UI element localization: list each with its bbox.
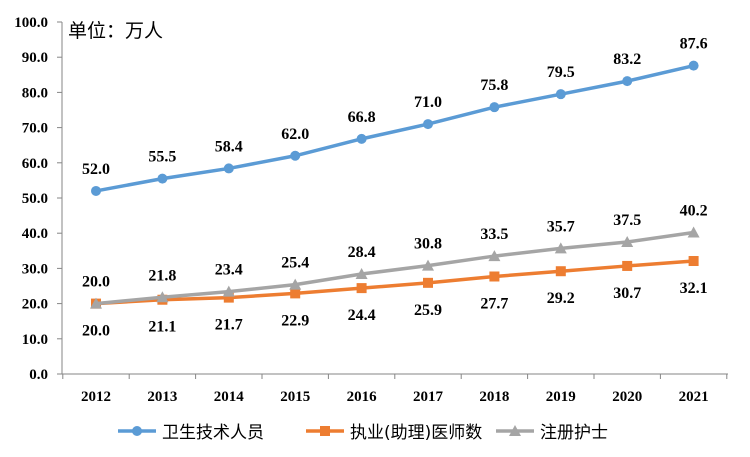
unit-note: 单位：万人 bbox=[68, 20, 163, 42]
point-marker bbox=[157, 173, 168, 184]
legend-item-0: 卫生技术人员 bbox=[118, 423, 264, 443]
data-label: 20.0 bbox=[82, 274, 110, 291]
data-label: 58.4 bbox=[215, 138, 243, 155]
point-marker bbox=[489, 271, 500, 282]
y-tick-label: 30.0 bbox=[22, 261, 48, 277]
series-line bbox=[95, 63, 694, 193]
point-marker bbox=[290, 288, 301, 299]
point-marker bbox=[687, 226, 700, 238]
point-marker bbox=[289, 278, 302, 290]
series-0: 52.0 55.5 58.4 62.0 66.8 71.0 75.8 79.5 83.2 87.6 bbox=[82, 36, 708, 196]
data-label: 35.7 bbox=[547, 218, 575, 235]
y-tick-label: 80.0 bbox=[22, 85, 48, 101]
data-label: 22.9 bbox=[281, 312, 309, 329]
point-marker bbox=[132, 426, 142, 436]
data-label: 75.8 bbox=[480, 77, 508, 94]
data-label: 30.8 bbox=[414, 236, 442, 253]
point-marker bbox=[223, 292, 234, 303]
x-tick-label: 2013 bbox=[147, 389, 177, 405]
point-marker bbox=[423, 119, 433, 130]
data-label: 24.4 bbox=[348, 307, 376, 324]
data-label: 28.4 bbox=[348, 244, 376, 261]
y-tick-label: 10.0 bbox=[22, 332, 48, 348]
point-marker bbox=[622, 76, 633, 87]
point-marker bbox=[555, 266, 566, 277]
series-1: 20.0 21.1 21.7 22.9 24.4 25.9 27.7 29.2 30.7 32.1 bbox=[82, 256, 708, 340]
x-tick-label: 2016 bbox=[347, 389, 378, 405]
y-tick-label: 0.0 bbox=[29, 367, 48, 383]
x-tick-label: 2021 bbox=[679, 389, 709, 405]
point-marker bbox=[509, 425, 521, 436]
point-marker bbox=[622, 260, 633, 271]
data-label: 33.5 bbox=[480, 226, 508, 243]
x-tick-label: 2015 bbox=[280, 389, 310, 405]
x-tick-label: 2014 bbox=[214, 389, 245, 405]
data-label: 25.9 bbox=[414, 302, 442, 319]
point-marker bbox=[356, 283, 367, 294]
point-marker bbox=[90, 297, 102, 309]
data-label: 21.1 bbox=[148, 319, 176, 336]
data-label: 21.7 bbox=[215, 317, 243, 334]
point-marker bbox=[156, 291, 169, 303]
point-marker bbox=[356, 133, 367, 144]
point-marker bbox=[222, 285, 235, 297]
x-tick-label: 2020 bbox=[612, 389, 642, 405]
x-tick-label: 2012 bbox=[81, 389, 111, 405]
point-marker bbox=[91, 185, 101, 196]
series-2: 20.0 21.8 23.4 25.4 28.4 30.8 33.5 35.7 37.5 40.2 bbox=[82, 202, 708, 309]
data-label: 20.0 bbox=[82, 323, 110, 340]
data-label: 27.7 bbox=[480, 295, 508, 312]
point-marker bbox=[688, 256, 699, 267]
data-label: 62.0 bbox=[281, 126, 309, 143]
point-marker bbox=[688, 60, 699, 71]
legend-label: 注册护士 bbox=[540, 423, 608, 443]
data-label: 25.4 bbox=[281, 255, 309, 272]
data-label: 66.8 bbox=[348, 109, 376, 126]
point-marker bbox=[621, 236, 634, 247]
y-tick-label: 20.0 bbox=[22, 297, 48, 313]
data-label: 21.8 bbox=[148, 267, 176, 284]
data-label: 83.2 bbox=[613, 51, 641, 68]
y-tick-label: 50.0 bbox=[22, 191, 48, 207]
point-marker bbox=[223, 163, 234, 174]
data-label: 37.5 bbox=[613, 212, 641, 229]
y-tick-label: 100.0 bbox=[14, 15, 48, 31]
data-label: 40.2 bbox=[680, 202, 708, 219]
point-marker bbox=[290, 150, 301, 161]
y-tick-label: 40.0 bbox=[22, 226, 48, 242]
data-label: 79.5 bbox=[547, 64, 575, 81]
data-label: 87.6 bbox=[680, 36, 708, 53]
legend-item-2: 注册护士 bbox=[496, 423, 608, 443]
data-label: 23.4 bbox=[215, 262, 243, 279]
point-marker bbox=[423, 277, 433, 288]
point-marker bbox=[489, 102, 500, 113]
legend-item-1: 执业(助理)医师数 bbox=[306, 423, 482, 443]
legend-label: 执业(助理)医师数 bbox=[350, 423, 482, 443]
data-label: 30.7 bbox=[613, 285, 641, 302]
legend-label: 卫生技术人员 bbox=[162, 423, 264, 443]
point-marker bbox=[554, 242, 567, 254]
y-tick-label: 90.0 bbox=[22, 50, 48, 66]
point-marker bbox=[488, 250, 501, 262]
data-label: 71.0 bbox=[414, 94, 442, 111]
data-label: 29.2 bbox=[547, 290, 575, 307]
point-marker bbox=[320, 426, 330, 436]
x-tick-label: 2018 bbox=[479, 389, 509, 405]
series-line bbox=[95, 230, 694, 306]
data-label: 32.1 bbox=[680, 280, 708, 297]
point-marker bbox=[355, 268, 368, 280]
point-marker bbox=[422, 259, 434, 271]
x-tick-label: 2017 bbox=[413, 389, 444, 405]
y-tick-label: 60.0 bbox=[22, 156, 48, 172]
series-line bbox=[95, 259, 694, 306]
data-label: 52.0 bbox=[82, 161, 110, 178]
data-label: 55.5 bbox=[148, 149, 176, 166]
y-tick-label: 70.0 bbox=[22, 121, 48, 137]
x-tick-label: 2019 bbox=[546, 389, 576, 405]
point-marker bbox=[555, 89, 566, 100]
